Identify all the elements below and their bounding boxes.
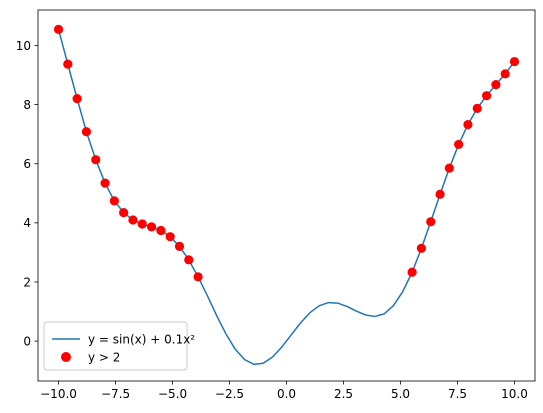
- scatter-point: [72, 94, 82, 104]
- scatter-point: [81, 127, 92, 137]
- scatter-point: [454, 139, 464, 150]
- plot-area: [53, 24, 520, 366]
- scatter-point: [426, 217, 436, 227]
- scatter-point: [137, 219, 147, 229]
- y-tick-label: 8: [23, 98, 31, 112]
- x-tick-label: 7.5: [448, 387, 467, 401]
- y-tick-label: 2: [23, 275, 31, 289]
- scatter-point: [165, 232, 175, 242]
- y-tick-label: 0: [23, 334, 31, 348]
- x-tick-label: −10.0: [40, 387, 77, 401]
- scatter-point: [193, 272, 203, 282]
- legend-marker-swatch: [61, 352, 71, 362]
- y-tick-label: 6: [23, 157, 31, 171]
- scatter-point: [174, 241, 185, 252]
- scatter-point: [509, 56, 520, 67]
- x-tick-label: 10.0: [501, 387, 528, 401]
- legend: y = sin(x) + 0.1x² y > 2: [43, 321, 195, 371]
- scatter-point: [156, 225, 166, 236]
- scatter-point: [91, 155, 101, 165]
- x-tick-label: 0.0: [277, 387, 296, 401]
- scatter-point: [472, 103, 482, 114]
- x-tick-label: −7.5: [101, 387, 130, 401]
- scatter-point: [100, 178, 110, 188]
- scatter-point: [119, 208, 129, 218]
- y-tick-label: 10: [16, 39, 31, 53]
- scatter-point: [109, 196, 119, 206]
- scatter-point: [407, 267, 417, 277]
- scatter-point: [491, 80, 501, 90]
- x-tick-label: −2.5: [215, 387, 244, 401]
- scatter-point: [146, 222, 157, 232]
- x-tick-label: 5.0: [391, 387, 410, 401]
- scatter-point: [63, 59, 73, 69]
- legend-box: [43, 321, 188, 371]
- scatter-point: [53, 24, 64, 34]
- scatter-point: [481, 91, 492, 101]
- scatter-point: [416, 243, 427, 253]
- x-tick-label: 2.5: [334, 387, 353, 401]
- scatter-layer: [53, 24, 520, 282]
- scatter-point: [184, 255, 194, 265]
- scatter-point: [463, 119, 473, 130]
- legend-label-scatter: y > 2: [88, 351, 120, 365]
- scatter-point: [500, 69, 510, 79]
- scatter-point: [435, 189, 445, 199]
- scatter-point: [444, 163, 454, 173]
- y-axis: 0 2 4 6 8 10: [16, 39, 38, 348]
- x-tick-label: −5.0: [158, 387, 187, 401]
- scatter-point: [128, 215, 138, 225]
- legend-label-line: y = sin(x) + 0.1x²: [88, 333, 195, 347]
- y-tick-label: 4: [23, 216, 31, 230]
- x-axis: −10.0 −7.5 −5.0 −2.5 0.0 2.5 5.0 7.5 10.0: [40, 381, 528, 401]
